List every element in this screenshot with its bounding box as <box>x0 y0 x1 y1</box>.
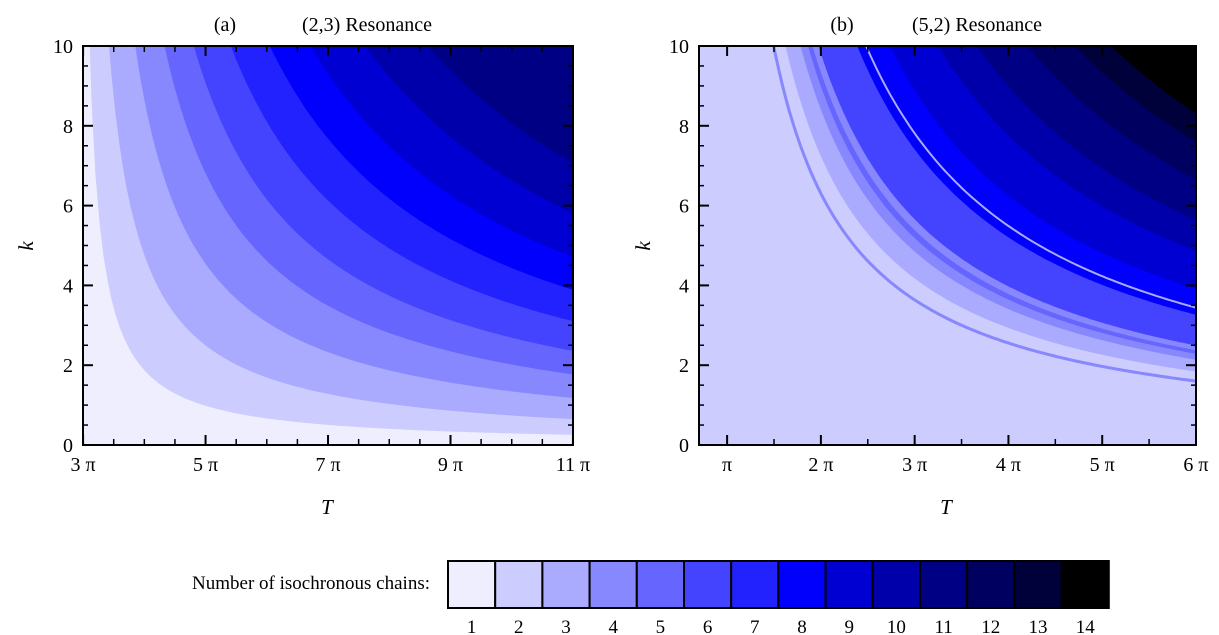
a-xtick-label: 11 π <box>556 454 590 476</box>
panel-a-bands <box>83 46 573 445</box>
a-ytick-label: 10 <box>53 36 73 58</box>
b-contour-line-1 <box>772 46 1196 383</box>
colorbar-level-label: 10 <box>887 617 906 635</box>
a-ytick-label: 8 <box>63 116 73 138</box>
panel-b-ticks: 0 2 4 6 8 10 π 2 π 3 π 4 π 5 π 6 π <box>669 36 1209 476</box>
panel-a-ticks: 0 2 4 6 8 10 3 π 5 π 7 π 9 π 11 π <box>53 36 590 476</box>
a-ytick-label: 4 <box>63 275 73 297</box>
colorbar-level-label: 2 <box>514 617 524 635</box>
panel-b-xlabel: T <box>940 495 953 519</box>
b-ytick-label: 8 <box>679 116 689 138</box>
colorbar-level-label: 9 <box>844 617 854 635</box>
colorbar-swatch <box>966 560 1016 609</box>
b-ytick-label: 6 <box>679 196 689 218</box>
b-xtick-label: 2 π <box>808 454 833 476</box>
a-xtick-label: 3 π <box>71 454 96 476</box>
panel-b: (b) (5,2) Resonance 0 2 4 6 8 10 π 2 π 3 π 4 π 5 π… <box>631 14 1209 519</box>
colorbar-swatch <box>447 560 497 609</box>
colorbar-swatches: 1 2 3 4 5 6 7 8 9 10 11 12 13 14 <box>447 560 1110 635</box>
b-xtick-label: π <box>722 454 732 476</box>
panel-b-letter: (b) <box>830 14 853 36</box>
colorbar-label: Number of isochronous chains: <box>192 573 430 594</box>
colorbar-level-label: 6 <box>703 617 713 635</box>
a-ytick-label: 6 <box>63 196 73 218</box>
colorbar-level-label: 13 <box>1029 617 1048 635</box>
panel-a: (a) (2,3) Resonance 0 2 4 6 8 10 3 π 5 π 7 π 9 π 1… <box>14 14 590 519</box>
colorbar-swatch <box>683 560 733 609</box>
b-xtick-label: 5 π <box>1090 454 1115 476</box>
b-band-12 <box>1110 46 1196 114</box>
panel-b-title: (5,2) Resonance <box>912 14 1042 36</box>
a-ytick-label: 2 <box>63 355 73 377</box>
colorbar-level-label: 7 <box>750 617 760 635</box>
colorbar-swatch <box>494 560 544 609</box>
colorbar-level-label: 12 <box>981 617 1000 635</box>
b-ytick-label: 2 <box>679 355 689 377</box>
b-xtick-label: 6 π <box>1183 454 1208 476</box>
colorbar-swatch <box>541 560 591 609</box>
a-xtick-label: 5 π <box>193 454 218 476</box>
colorbar-swatch <box>730 560 780 609</box>
colorbar-level-label: 5 <box>656 617 666 635</box>
b-ytick-label: 4 <box>679 275 689 297</box>
b-xtick-label: 3 π <box>902 454 927 476</box>
colorbar-level-label: 8 <box>797 617 807 635</box>
panel-b-bands <box>699 46 1196 445</box>
colorbar-swatch <box>1013 560 1063 609</box>
b-band-13 <box>1158 46 1196 76</box>
colorbar-level-label: 3 <box>561 617 571 635</box>
colorbar-level-label: 11 <box>934 617 952 635</box>
a-ytick-label: 0 <box>63 435 73 457</box>
a-xtick-label: 7 π <box>315 454 340 476</box>
panel-a-letter: (a) <box>214 14 236 36</box>
colorbar-swatch <box>777 560 827 609</box>
b-contour-line-2 <box>865 46 1196 309</box>
colorbar-swatch <box>635 560 685 609</box>
colorbar-swatch <box>824 560 874 609</box>
panel-b-ylabel: k <box>631 241 655 251</box>
colorbar-level-label: 4 <box>608 617 618 635</box>
colorbar-swatch <box>1060 560 1110 609</box>
b-ytick-label: 0 <box>679 435 689 457</box>
a-band-10 <box>427 46 573 163</box>
panel-a-title: (2,3) Resonance <box>302 14 432 36</box>
colorbar-swatch <box>919 560 969 609</box>
panel-a-xlabel: T <box>321 495 334 519</box>
b-ytick-label: 10 <box>669 36 689 58</box>
b-xtick-label: 4 π <box>996 454 1021 476</box>
colorbar-swatch <box>871 560 921 609</box>
colorbar-swatch <box>588 560 638 609</box>
colorbar-level-label: 14 <box>1076 617 1096 635</box>
a-xtick-label: 9 π <box>438 454 463 476</box>
colorbar-level-label: 1 <box>467 617 477 635</box>
panel-a-ylabel: k <box>14 241 38 251</box>
